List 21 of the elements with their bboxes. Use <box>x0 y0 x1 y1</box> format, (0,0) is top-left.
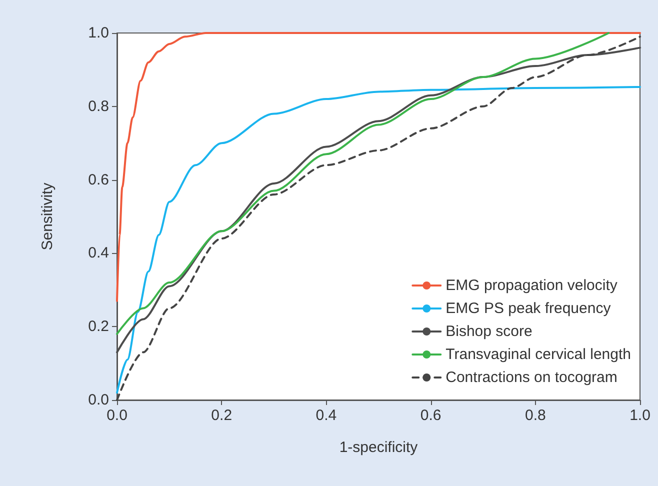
line-series <box>116 86 641 394</box>
legend-label: Transvaginal cervical length <box>446 346 632 363</box>
legend-label: EMG PS peak frequency <box>446 300 612 317</box>
y-tick-label: 0.4 <box>88 244 109 262</box>
y-tick-label: 0.6 <box>88 171 109 188</box>
legend-label: Contractions on tocogram <box>446 369 618 386</box>
x-tick-label: 0.4 <box>316 407 337 424</box>
line-series <box>116 32 641 302</box>
y-axis-title: Sensitivity <box>39 182 56 250</box>
x-axis-title: 1-specificity <box>339 439 418 456</box>
y-tick-label: 0.0 <box>88 392 109 408</box>
y-tick-label: 0.8 <box>88 98 109 115</box>
legend-label: EMG propagation velocity <box>446 277 618 294</box>
x-tick-label: 0.0 <box>106 407 128 424</box>
x-tick-label: 0.8 <box>524 407 546 424</box>
y-tick-label: 1.0 <box>88 24 109 42</box>
y-tick-label: 0.2 <box>88 318 109 336</box>
legend-label: Bishop score <box>446 323 532 340</box>
x-tick-label: 0.2 <box>211 407 232 424</box>
x-tick-label: 1.0 <box>630 407 650 424</box>
x-tick-label: 0.6 <box>420 407 442 424</box>
